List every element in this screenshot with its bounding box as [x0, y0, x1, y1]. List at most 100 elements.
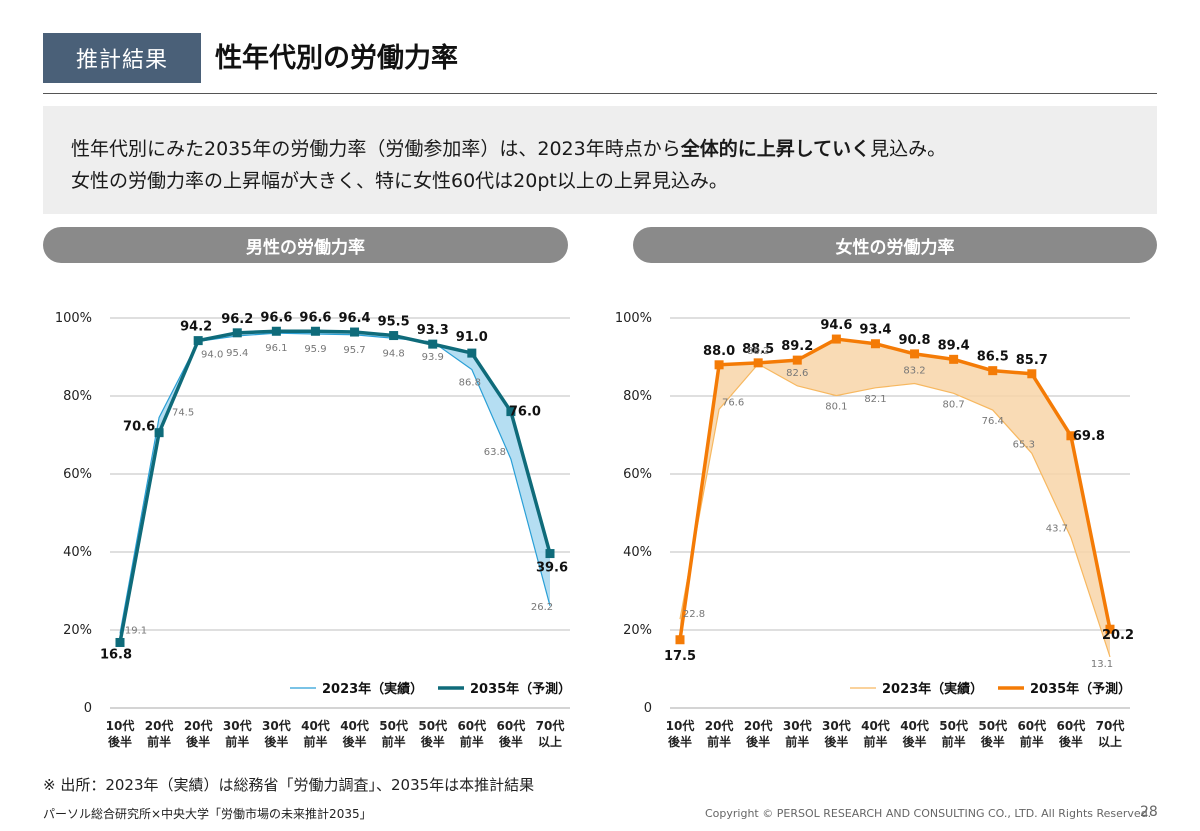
female-x-tick-label: 60代 [1057, 718, 1086, 733]
female-forecast-point [1027, 369, 1037, 379]
male-actual-data-label: 96.1 [265, 343, 287, 354]
female-legend-forecast-label: 2035年（予測） [1030, 681, 1131, 697]
male-actual-data-label: 95.7 [343, 345, 365, 356]
female-actual-data-label: 22.8 [683, 609, 705, 620]
female-forecast-data-label: 88.5 [742, 342, 774, 357]
female-actual-data-label: 80.1 [825, 402, 847, 413]
female-x-tick-label: 前半 [707, 734, 731, 749]
male-legend-forecast-label: 2035年（予測） [470, 681, 571, 697]
male-actual-data-label: 93.9 [422, 352, 444, 363]
female-actual-data-label: 65.3 [1013, 439, 1035, 450]
female-actual-data-label: 88.2 [747, 346, 769, 357]
male-forecast-2035-line [118, 329, 552, 643]
publication-source: パーソル総合研究所×中央大学「労働市場の未来推計2035」 [43, 807, 372, 821]
male-forecast-point [350, 327, 360, 337]
female-x-tick-label: 30代 [822, 718, 851, 733]
male-forecast-point [310, 326, 320, 336]
male-forecast-data-label: 76.0 [509, 405, 541, 420]
female-forecast-point [714, 360, 724, 370]
male-forecast-data-label: 16.8 [100, 647, 132, 662]
female-x-tick-label: 後半 [981, 734, 1005, 749]
female-forecast-data-label: 86.5 [977, 350, 1009, 365]
male-y-tick-label: 20% [63, 623, 92, 638]
female-forecast-point [792, 355, 802, 365]
male-x-tick-label: 前半 [147, 734, 171, 749]
female-x-tick-label: 20代 [705, 718, 734, 733]
male-forecast-point [232, 328, 242, 338]
female-x-tick-label: 以上 [1098, 734, 1122, 749]
female-x-tick-label: 前半 [942, 734, 966, 749]
male-legend-actual-label: 2023年（実績） [322, 681, 423, 697]
female-x-tick-label: 後半 [903, 734, 927, 749]
male-forecast-data-label: 91.0 [456, 330, 488, 345]
female-forecast-point [910, 349, 920, 359]
male-forecast-point [467, 348, 477, 358]
male-x-tick-label: 前半 [382, 734, 406, 749]
male-x-tick-label: 20代 [184, 718, 213, 733]
female-forecast-point [1105, 624, 1115, 634]
copyright: Copyright © PERSOL RESEARCH AND CONSULTI… [705, 807, 1152, 820]
section-tag: 推計結果 [43, 33, 201, 83]
male-actual-data-label: 95.4 [226, 348, 248, 359]
female-forecast-point [753, 358, 763, 368]
female-y-tick-label: 60% [623, 467, 652, 482]
male-x-tick-label: 60代 [497, 718, 526, 733]
female-forecast-data-label: 17.5 [664, 649, 696, 664]
male-x-tick-label: 以上 [538, 734, 562, 749]
female-x-tick-label: 後半 [668, 734, 692, 749]
male-x-tick-label: 60代 [457, 718, 486, 733]
female-x-tick-label: 前半 [785, 734, 809, 749]
female-forecast-data-label: 89.2 [781, 339, 813, 354]
female-x-tick-label: 30代 [783, 718, 812, 733]
female-forecast-2035-line [678, 337, 1112, 640]
male-y-tick-label: 40% [63, 545, 92, 560]
male-x-tick-label: 50代 [418, 718, 447, 733]
female-forecast-point [988, 366, 998, 376]
male-x-tick-label: 40代 [301, 718, 330, 733]
female-x-tick-label: 40代 [861, 718, 890, 733]
female-forecast-point [675, 635, 685, 645]
female-x-tick-label: 50代 [939, 718, 968, 733]
male-x-tick-label: 20代 [145, 718, 174, 733]
male-forecast-data-label: 70.6 [123, 420, 155, 435]
summary-line-1: 性年代別にみた2035年の労働力率（労働参加率）は、2023年時点から全体的に上… [71, 134, 946, 161]
male-actual-data-label: 26.2 [531, 602, 553, 613]
male-actual-data-label: 19.1 [125, 626, 147, 637]
female-forecast-point [949, 354, 959, 364]
male-x-tick-label: 10代 [106, 718, 135, 733]
female-actual-data-label: 80.7 [943, 399, 965, 410]
male-forecast-point [545, 549, 555, 559]
male-actual-data-label: 86.8 [459, 377, 481, 388]
title-divider [43, 93, 1157, 94]
female-legend-actual-label: 2023年（実績） [882, 681, 983, 697]
female-actual-data-label: 83.2 [903, 366, 925, 377]
female-difference-area [680, 339, 1110, 657]
female-forecast-data-label: 94.6 [820, 318, 852, 333]
male-x-tick-label: 50代 [379, 718, 408, 733]
female-actual-data-label: 13.1 [1091, 659, 1113, 670]
female-x-tick-label: 後半 [824, 734, 848, 749]
female-x-tick-label: 40代 [900, 718, 929, 733]
female-y-tick-label: 40% [623, 545, 652, 560]
female-y-tick-label: 100% [615, 311, 652, 326]
female-y-tick-label: 80% [623, 389, 652, 404]
male-forecast-data-label: 96.6 [260, 310, 292, 325]
male-y-tick-label: 0 [84, 701, 92, 716]
female-forecast-point [1066, 431, 1076, 441]
male-forecast-data-label: 96.6 [299, 310, 331, 325]
female-labor-rate-chart: 0 20% 40% 60% 80% 100% 17.5 88.0 88.5 89.2 94.6 93.… [615, 311, 1134, 749]
male-x-tick-label: 70代 [536, 718, 565, 733]
male-x-tick-label: 30代 [262, 718, 291, 733]
female-forecast-data-label: 89.4 [938, 338, 970, 353]
female-x-tick-label: 20代 [744, 718, 773, 733]
male-actual-data-label: 95.9 [304, 344, 326, 355]
source-note: ※ 出所：2023年（実績）は総務省「労働力調査」、2035年は本推計結果 [43, 776, 535, 794]
page-number: 28 [1140, 804, 1158, 820]
male-x-tick-label: 後半 [186, 734, 210, 749]
male-x-tick-label: 前半 [303, 734, 327, 749]
male-actual-data-label: 94.0 [201, 349, 223, 360]
summary-line-2: 女性の労働力率の上昇幅が大きく、特に女性60代は20pt以上の上昇見込み。 [71, 170, 728, 192]
male-chart-title: 男性の労働力率 [43, 227, 568, 263]
male-forecast-data-label: 96.2 [221, 312, 253, 327]
female-x-tick-label: 50代 [978, 718, 1007, 733]
